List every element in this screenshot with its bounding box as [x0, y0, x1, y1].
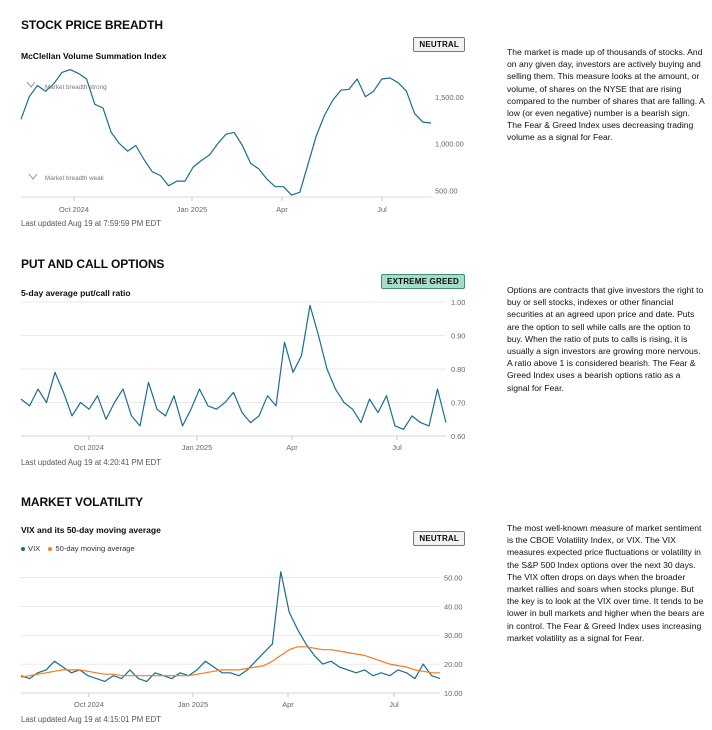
- y-tick-label: 1,500.00: [435, 93, 464, 102]
- y-tick-label: 0.80: [451, 365, 465, 374]
- x-tick-label: Jul: [392, 443, 402, 452]
- section-description: The most well-known measure of market se…: [507, 523, 705, 643]
- x-tick-label: Apr: [286, 443, 298, 452]
- x-tick-label: Jul: [377, 205, 387, 214]
- series-line-moving-average: [20, 646, 440, 678]
- section-title: PUT AND CALL OPTIONS: [21, 257, 165, 271]
- x-tick-label: Jan 2025: [178, 700, 208, 709]
- legend-vix-dot: [21, 547, 25, 551]
- series-line-primary: [20, 68, 432, 196]
- section-title: STOCK PRICE BREADTH: [21, 18, 163, 32]
- x-tick-label: Oct 2024: [59, 205, 89, 214]
- y-tick-label: 0.60: [451, 432, 465, 441]
- x-tick-label: Oct 2024: [74, 700, 104, 709]
- stock-price-breadth-section: STOCK PRICE BREADTH McClellan Volume Sum…: [0, 0, 712, 240]
- annotation-strong: Market breadth strong: [45, 84, 107, 91]
- breadth-chart: 1,500.00 1,000.00 500.00 Oct 2024 Jan 2025 Ap…: [20, 68, 464, 214]
- x-tick-label: Jan 2025: [182, 443, 212, 452]
- y-tick-label: 20.00: [444, 660, 463, 669]
- section-description: Options are contracts that give investor…: [507, 285, 704, 393]
- chart-subtitle: McClellan Volume Summation Index: [21, 51, 167, 61]
- last-updated: Last updated Aug 19 at 4:20:41 PM EDT: [21, 458, 162, 467]
- x-tick-label: Apr: [276, 205, 288, 214]
- last-updated: Last updated Aug 19 at 4:15:01 PM EDT: [21, 715, 162, 724]
- legend-vix: VIX: [21, 544, 40, 553]
- y-tick-label: 500.00: [435, 186, 458, 195]
- put-call-options-section: PUT AND CALL OPTIONS 5-day average put/c…: [20, 257, 704, 467]
- y-tick-label: 1,000.00: [435, 140, 464, 149]
- y-tick-label: 30.00: [444, 631, 463, 640]
- last-updated: Last updated Aug 19 at 7:59:59 PM EDT: [21, 219, 162, 228]
- annotation-weak: Market breadth weak: [45, 175, 105, 182]
- x-tick-label: Jul: [389, 700, 399, 709]
- y-tick-label: 10.00: [444, 689, 463, 698]
- x-tick-label: Oct 2024: [74, 443, 104, 452]
- chart-subtitle: 5-day average put/call ratio: [21, 288, 131, 298]
- vix-chart: 50.00 40.00 30.00 20.00 10.00 Oct 2024 Jan 202…: [20, 571, 463, 709]
- chart-subtitle: VIX and its 50-day moving average: [21, 525, 161, 535]
- section-title: MARKET VOLATILITY: [21, 495, 144, 509]
- chevron-down-icon: [28, 173, 38, 180]
- put-call-chart: 1.00 0.90 0.80 0.70 0.60 Oct 2024 Jan 2025 Apr J…: [20, 298, 465, 452]
- y-tick-label: 0.70: [451, 399, 465, 408]
- y-tick-label: 0.90: [451, 332, 465, 341]
- legend-ma-label: 50-day moving average: [55, 544, 135, 553]
- status-badge: NEUTRAL: [413, 37, 465, 52]
- chevron-up-icon: [26, 81, 36, 88]
- legend-ma: 50-day moving average: [48, 544, 135, 553]
- series-line-primary: [20, 304, 447, 430]
- series-line-primary: [20, 571, 441, 683]
- legend-ma-dot: [48, 547, 53, 551]
- status-badge: EXTREME GREED: [381, 274, 465, 289]
- x-tick-label: Jan 2025: [177, 205, 207, 214]
- y-tick-label: 50.00: [444, 573, 463, 582]
- legend-vix-label: VIX: [28, 544, 41, 553]
- y-tick-label: 40.00: [444, 602, 463, 611]
- x-tick-label: Apr: [282, 700, 294, 709]
- status-badge: NEUTRAL: [413, 531, 465, 546]
- chart-legend: VIX 50-day moving average: [21, 544, 135, 553]
- y-tick-label: 1.00: [451, 298, 465, 307]
- section-description: The market is made up of thousands of st…: [507, 47, 705, 143]
